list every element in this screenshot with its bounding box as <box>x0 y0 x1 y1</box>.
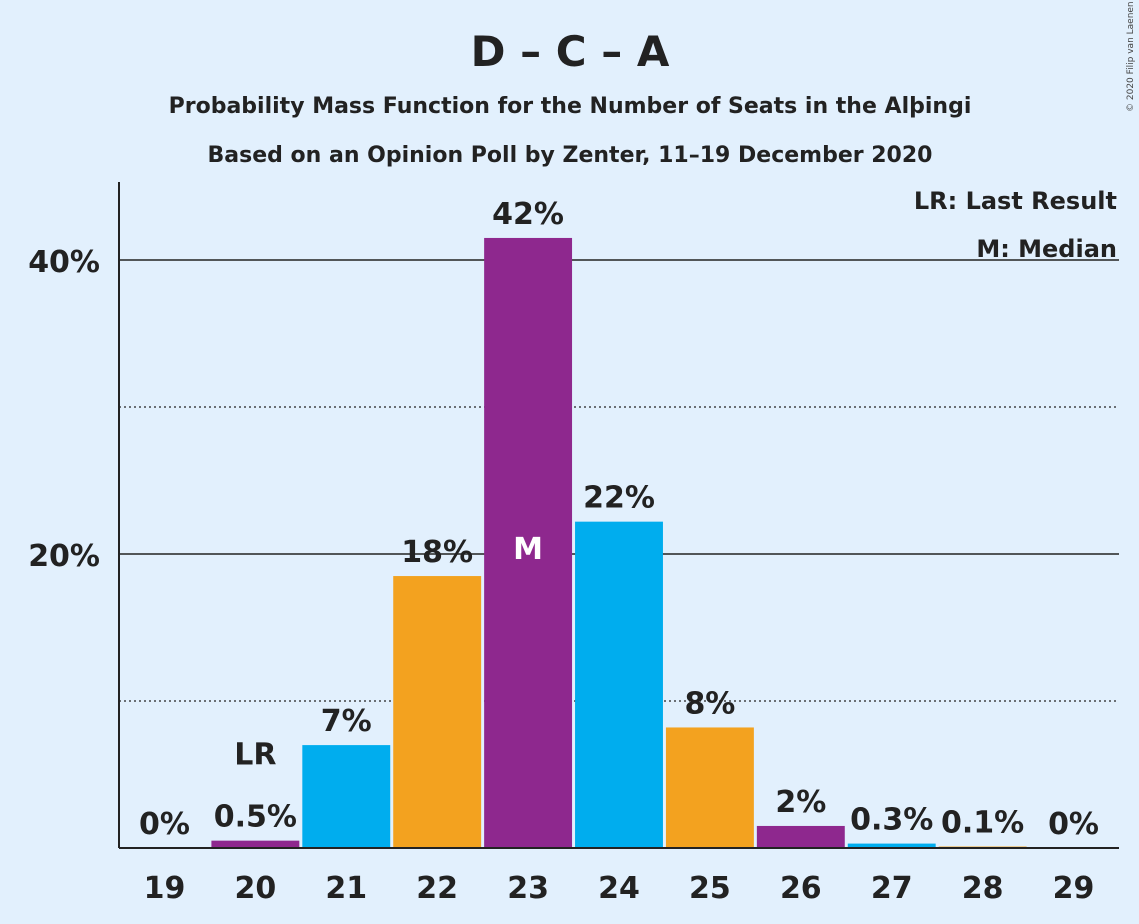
chart-title: D – C – A <box>471 27 670 76</box>
legend: LR: Last Result M: Median <box>914 187 1117 263</box>
value-label-28: 0.1% <box>941 806 1024 841</box>
bars <box>211 237 1027 848</box>
value-label-25: 8% <box>684 686 735 721</box>
x-tick-23: 23 <box>507 871 549 906</box>
bar-26 <box>756 825 845 848</box>
x-tick-25: 25 <box>689 871 731 906</box>
copyright-text: © 2020 Filip van Laenen <box>1126 1 1136 112</box>
x-tick-21: 21 <box>325 871 367 906</box>
chart-subtitle: Probability Mass Function for the Number… <box>169 94 972 119</box>
value-label-29: 0% <box>1048 807 1099 842</box>
legend-last-result: LR: Last Result <box>914 187 1117 215</box>
x-tick-19: 19 <box>144 871 186 906</box>
value-label-23: 42% <box>492 197 564 232</box>
x-tick-27: 27 <box>871 871 913 906</box>
value-label-26: 2% <box>775 785 826 820</box>
chart-subtitle-poll: Based on an Opinion Poll by Zenter, 11–1… <box>208 143 933 168</box>
value-labels: 0% 0.5% LR 7% 18% 42% M 22% 8% 2% 0.3% 0.1% 0% <box>139 197 1099 842</box>
x-tick-29: 29 <box>1053 871 1095 906</box>
value-label-22: 18% <box>401 535 473 570</box>
value-label-19: 0% <box>139 807 190 842</box>
tick-labels: 19 20 21 22 23 24 25 26 27 28 29 20% 40% <box>28 245 1094 906</box>
legend-median: M: Median <box>976 235 1117 263</box>
axes <box>118 182 1119 849</box>
bar-24 <box>575 521 663 848</box>
median-marker: M <box>513 532 543 567</box>
value-label-24: 22% <box>583 481 655 516</box>
y-tick-20: 20% <box>28 539 100 574</box>
x-tick-24: 24 <box>598 871 640 906</box>
bar-20 <box>211 840 300 848</box>
x-tick-28: 28 <box>962 871 1004 906</box>
bar-25 <box>665 727 754 848</box>
bar-21 <box>302 745 391 848</box>
last-result-marker: LR <box>234 738 276 773</box>
value-label-27: 0.3% <box>850 803 933 838</box>
x-tick-20: 20 <box>234 871 276 906</box>
bar-23 <box>484 237 573 848</box>
x-tick-22: 22 <box>416 871 458 906</box>
y-tick-40: 40% <box>28 245 100 280</box>
x-tick-26: 26 <box>780 871 822 906</box>
value-label-21: 7% <box>321 704 372 739</box>
bar-22 <box>393 576 482 848</box>
value-label-20: 0.5% <box>214 800 297 835</box>
bar-27 <box>847 843 936 848</box>
